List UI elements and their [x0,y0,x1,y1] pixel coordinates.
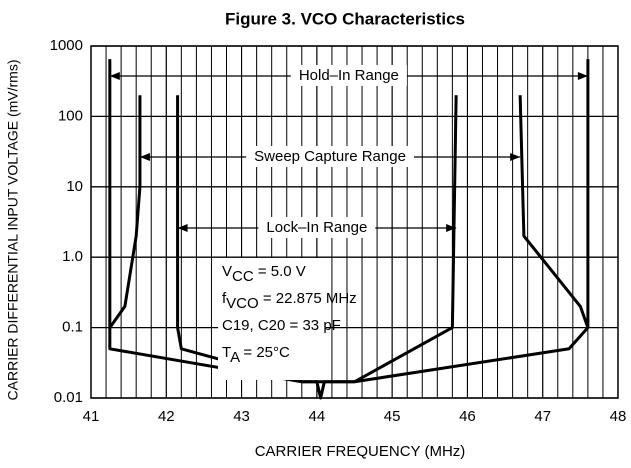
condition-part: = 5.0 V [254,263,306,280]
x-tick-label: 44 [309,408,326,425]
condition-part: f [222,290,227,307]
condition-part: A [230,349,240,366]
curve [108,59,590,400]
condition-part: = 22.875 MHz [259,290,357,307]
curve [108,95,590,329]
arrow-head [109,72,120,80]
condition-part: CC [232,268,254,285]
arrow-head [446,224,457,232]
y-tick-label: 0.01 [54,389,83,406]
annotation: Sweep Capture Range [254,148,406,165]
x-tick-label: 46 [459,408,476,425]
label-background [258,216,376,238]
condition-part: V [222,263,232,280]
arrow-head [577,72,588,80]
condition: VCC = 5.0 V [222,263,306,285]
condition: fVCO = 22.875 MHz [222,290,357,312]
arrow-head [177,224,188,232]
curve [176,95,458,384]
condition-part: C19, C20 = 33 pF [222,317,341,334]
condition-part: = 25°C [239,344,290,361]
annotation: Lock–In Range [266,219,367,236]
conditions-box [218,258,326,380]
x-tick-label: 43 [233,408,250,425]
x-axis-label: CARRIER FREQUENCY (MHz) [255,443,466,460]
x-tick-label: 41 [83,408,100,425]
y-tick-label: 100 [58,107,83,124]
condition: TA = 25°C [222,344,290,366]
y-tick-label: 1000 [50,37,83,54]
y-axis-label: CARRIER DIFFERENTIAL INPUT VOLTAGE (mV/r… [5,60,21,401]
condition-part: VCO [226,295,259,312]
x-tick-label: 47 [534,408,551,425]
arrow-head [139,153,150,161]
plot-frame [90,45,619,399]
x-tick-label: 48 [610,408,627,425]
chart-title: Figure 3. VCO Characteristics [225,9,465,28]
y-tick-label: 1.0 [62,248,83,265]
condition: C19, C20 = 33 pF [222,317,341,334]
y-tick-label: 10 [66,178,83,195]
arrow-head [510,153,521,161]
label-background [290,64,407,86]
label-background [246,145,414,167]
x-tick-label: 42 [158,408,175,425]
condition-part: T [222,344,231,361]
y-tick-label: 0.1 [62,319,83,336]
annotation: Hold–In Range [299,67,399,84]
x-tick-label: 45 [384,408,401,425]
